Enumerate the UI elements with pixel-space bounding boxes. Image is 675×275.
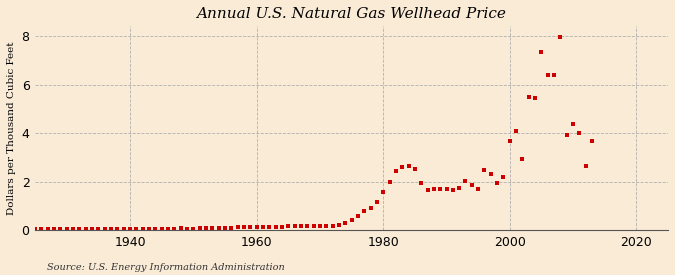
Y-axis label: Dollars per Thousand Cubic Feet: Dollars per Thousand Cubic Feet <box>7 42 16 215</box>
Title: Annual U.S. Natural Gas Wellhead Price: Annual U.S. Natural Gas Wellhead Price <box>196 7 506 21</box>
Text: Source: U.S. Energy Information Administration: Source: U.S. Energy Information Administ… <box>47 263 285 272</box>
